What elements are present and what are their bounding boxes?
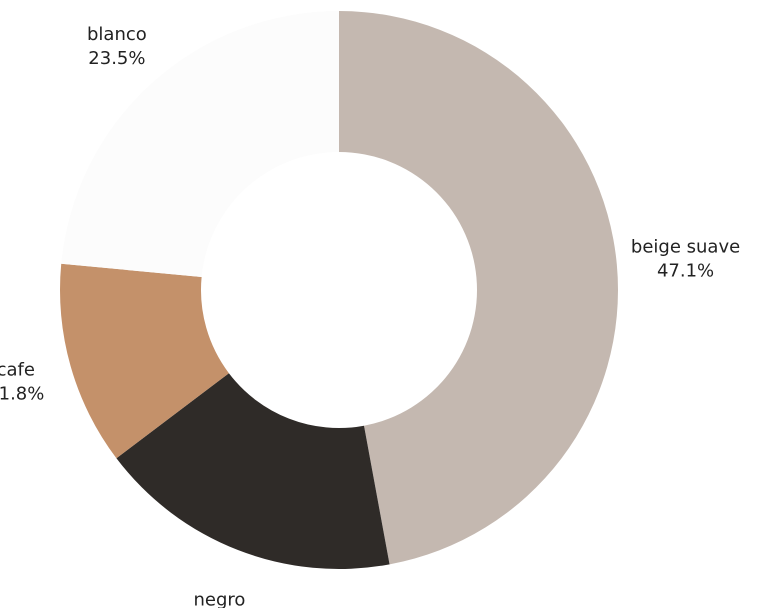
slice-percent-label: 23.5% bbox=[88, 48, 145, 69]
slice-category-label: blanco bbox=[87, 24, 147, 45]
slice-label-blanco: blanco 23.5% bbox=[87, 24, 147, 69]
slice-category-label: cafe bbox=[0, 360, 35, 381]
slice-percent-label: 47.1% bbox=[657, 260, 714, 281]
slice-category-label: negro bbox=[193, 590, 245, 608]
slice-label-cafe: cafe 11.8% bbox=[0, 360, 44, 405]
slice-category-label: beige suave bbox=[631, 236, 740, 257]
slice-label-negro: negro17.6% bbox=[191, 590, 248, 608]
labels-group: beige suave 47.1% negro17.6% cafe 11.8% blanc… bbox=[0, 24, 740, 608]
slice-cafe bbox=[60, 263, 229, 459]
slice-label-beige-suave: beige suave 47.1% bbox=[631, 236, 740, 281]
slice-blanco bbox=[61, 11, 339, 278]
slice-percent-label: 11.8% bbox=[0, 384, 44, 405]
slice-beige-suave bbox=[339, 11, 618, 565]
slice-negro bbox=[116, 373, 390, 569]
slices-group bbox=[60, 11, 618, 569]
